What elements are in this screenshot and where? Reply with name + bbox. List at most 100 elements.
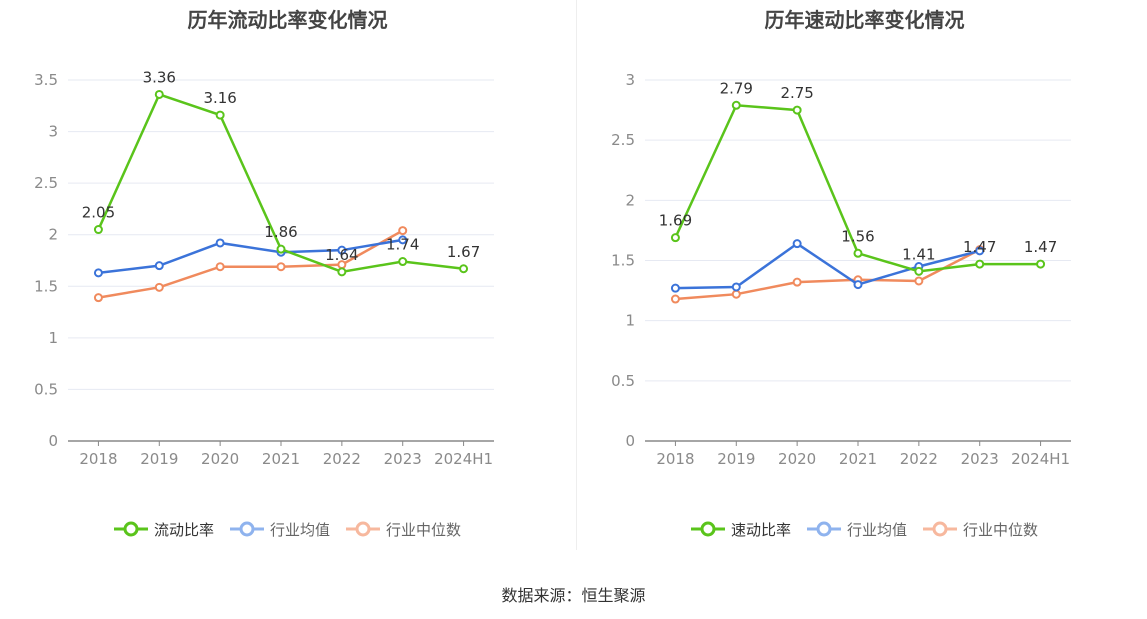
x-tick-label: 2023 <box>961 450 999 468</box>
y-tick-label: 0 <box>625 432 635 450</box>
data-label: 2.79 <box>720 79 753 97</box>
x-tick-label: 2018 <box>79 450 117 468</box>
data-source-note: 数据来源：恒生聚源 <box>501 586 646 605</box>
data-label: 1.47 <box>1024 238 1057 256</box>
data-point <box>398 226 408 236</box>
y-tick-label: 2.5 <box>34 174 58 192</box>
data-label: 2.05 <box>82 204 115 222</box>
legend-line-circle-icon <box>113 521 148 537</box>
legend-item-ratio[interactable]: 速动比率 <box>690 518 791 540</box>
legend-line-circle-icon <box>923 521 957 537</box>
legend-line-circle-icon <box>346 521 380 537</box>
x-tick-label: 2024H1 <box>434 450 493 468</box>
data-point <box>276 244 286 254</box>
y-tick-label: 1 <box>625 312 635 330</box>
data-point <box>215 238 225 248</box>
data-point <box>731 282 741 292</box>
legend-label: 流动比率 <box>153 520 214 539</box>
data-point <box>670 294 680 304</box>
data-point <box>731 100 741 110</box>
x-tick-label: 2021 <box>262 450 300 468</box>
legend-label: 行业中位数 <box>386 520 462 539</box>
data-point <box>792 105 802 115</box>
y-tick-label: 2.5 <box>611 131 635 149</box>
data-point <box>670 283 680 293</box>
legend-line-circle-icon <box>806 521 841 537</box>
series-line <box>675 248 981 301</box>
legend-label: 行业中位数 <box>963 520 1039 539</box>
y-tick-label: 2 <box>48 226 58 244</box>
data-point <box>975 259 985 269</box>
y-tick-label: 2 <box>625 191 635 209</box>
data-point <box>337 245 347 255</box>
data-label: 1.69 <box>659 212 692 230</box>
legend-label: 速动比率 <box>730 520 791 539</box>
y-tick-label: 3 <box>625 71 635 89</box>
legend-label: 行业均值 <box>269 520 330 539</box>
data-label: 1.56 <box>841 227 874 245</box>
data-label: 1.74 <box>386 236 419 254</box>
data-label: 3.16 <box>203 89 236 107</box>
data-point <box>398 235 408 245</box>
series-line <box>98 238 403 275</box>
series-line <box>675 242 981 290</box>
data-point <box>914 266 924 276</box>
data-point <box>337 267 347 277</box>
legend-item-industry-median[interactable]: 行业中位数 <box>346 518 461 540</box>
data-label: 1.64 <box>325 246 358 264</box>
legend-item-industry-median[interactable]: 行业中位数 <box>923 518 1038 540</box>
data-point <box>459 264 469 274</box>
data-label: 1.67 <box>447 243 480 261</box>
x-tick-label: 2021 <box>839 450 877 468</box>
data-point <box>853 280 863 290</box>
chart-title: 历年速动比率变化情况 <box>764 8 965 32</box>
x-tick-label: 2022 <box>900 450 938 468</box>
data-point <box>914 276 924 286</box>
y-tick-label: 3 <box>48 123 58 141</box>
x-tick-label: 2023 <box>384 450 422 468</box>
legend-line-circle-icon <box>229 521 264 537</box>
quick-ratio-plot: 0 0.5 1 1.5 2 2.5 3 2018 2019 2020 2021 2022 2023 202… <box>611 71 1071 468</box>
data-point <box>792 277 802 287</box>
data-point <box>975 246 985 256</box>
data-label: 3.36 <box>143 68 176 86</box>
x-tick-label: 2020 <box>201 450 239 468</box>
data-point <box>215 110 225 120</box>
legend: 速动比率 行业均值 行业中位数 <box>577 518 1147 540</box>
data-label: 1.47 <box>963 238 996 256</box>
data-point <box>670 233 680 243</box>
y-tick-label: 0.5 <box>611 372 635 390</box>
legend-item-industry-average[interactable]: 行业均值 <box>806 518 907 540</box>
y-tick-label: 1.5 <box>611 252 635 270</box>
data-point <box>853 248 863 258</box>
data-point <box>215 262 225 272</box>
data-point <box>93 268 103 278</box>
current-ratio-plot: 0 0.5 1 1.5 2 2.5 3 3.5 2018 2019 2020 2021 2022 2023… <box>34 68 494 468</box>
data-point <box>154 282 164 292</box>
data-point <box>276 262 286 272</box>
data-label: 2.75 <box>780 84 813 102</box>
legend-item-ratio[interactable]: 流动比率 <box>113 518 214 540</box>
x-tick-label: 2018 <box>656 450 694 468</box>
legend: 流动比率 行业均值 行业中位数 <box>0 518 575 540</box>
x-tick-label: 2019 <box>717 450 755 468</box>
data-point <box>1036 259 1046 269</box>
y-tick-label: 1 <box>48 329 58 347</box>
data-point <box>398 257 408 267</box>
y-tick-label: 1.5 <box>34 277 58 295</box>
chart-title: 历年流动比率变化情况 <box>187 8 388 32</box>
quick-ratio-chart: 历年速动比率变化情况 0 0.5 1 1.5 2 2.5 3 2018 2019 2020 2021… <box>577 0 1147 560</box>
legend-item-industry-average[interactable]: 行业均值 <box>229 518 330 540</box>
data-label: 1.86 <box>264 223 297 241</box>
x-tick-label: 2019 <box>140 450 178 468</box>
x-tick-label: 2022 <box>323 450 361 468</box>
y-tick-label: 0 <box>48 432 58 450</box>
series-line <box>98 229 404 299</box>
y-tick-label: 0.5 <box>34 380 58 398</box>
panel-divider <box>576 0 577 550</box>
legend-line-circle-icon <box>690 521 725 537</box>
current-ratio-chart: 历年流动比率变化情况 0 0.5 1 1.5 2 2.5 3 3.5 2018 2019 2020 2… <box>0 0 575 560</box>
legend-label: 行业均值 <box>846 520 907 539</box>
data-point <box>93 293 103 303</box>
y-tick-label: 3.5 <box>34 71 58 89</box>
